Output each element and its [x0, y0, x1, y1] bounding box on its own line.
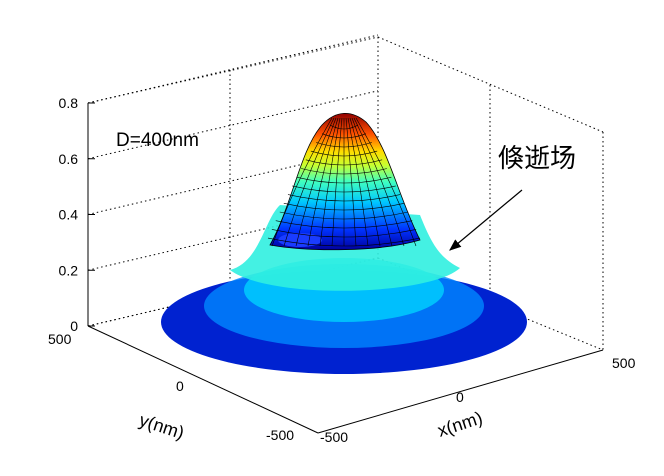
peak-mesh-lines	[267, 117, 421, 247]
mesh-meridian	[349, 117, 381, 247]
z-tick-labels: 0 0.2 0.4 0.6 0.8	[59, 95, 79, 334]
mesh-meridian	[347, 117, 369, 247]
evanescent-field-annotation: 倏逝场	[498, 144, 576, 174]
annotation-arrow	[449, 189, 523, 251]
mesh-meridian	[283, 117, 335, 247]
mesh-meridian	[307, 117, 339, 247]
mesh-meridian	[353, 117, 405, 247]
mesh-meridian	[331, 117, 343, 247]
z-tick-label: 0.4	[59, 207, 79, 223]
z-tick-label: 0	[70, 318, 78, 334]
surface	[161, 112, 527, 374]
y-tick-500: 500	[48, 331, 72, 347]
x-tick-neg500: -500	[320, 429, 348, 445]
x-tick-0: 0	[456, 389, 464, 405]
x-axis-label: x(nm)	[435, 408, 485, 441]
mesh-meridian	[295, 117, 337, 247]
surface-dip	[278, 233, 322, 247]
z-tick-label: 0.6	[59, 151, 79, 167]
mesh-meridian	[271, 117, 333, 247]
z-tick-label: 0.8	[59, 95, 79, 111]
z-gridline	[87, 90, 379, 160]
y-tick-neg500: -500	[266, 427, 294, 443]
mesh-meridian	[355, 117, 417, 247]
z-gridline	[87, 34, 379, 104]
diameter-annotation: D=400nm	[116, 130, 199, 151]
x-tick-500: 500	[612, 355, 636, 371]
surface-peak	[269, 112, 421, 251]
mesh-meridian	[345, 117, 357, 247]
z-tick-label: 0.2	[59, 262, 79, 278]
y-tick-0: 0	[176, 378, 184, 394]
mesh-meridian	[351, 117, 393, 247]
mesh-meridian	[319, 117, 341, 247]
y-axis-label: y(nm)	[137, 410, 187, 443]
